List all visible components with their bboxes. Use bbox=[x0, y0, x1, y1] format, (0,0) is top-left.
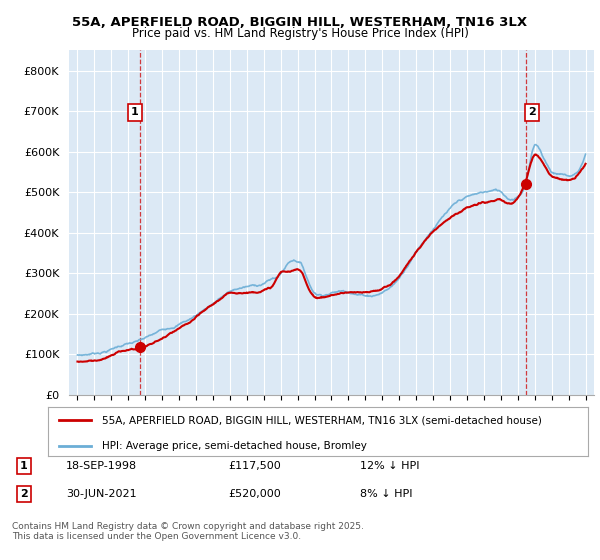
Text: HPI: Average price, semi-detached house, Bromley: HPI: Average price, semi-detached house,… bbox=[102, 441, 367, 451]
Text: 55A, APERFIELD ROAD, BIGGIN HILL, WESTERHAM, TN16 3LX: 55A, APERFIELD ROAD, BIGGIN HILL, WESTER… bbox=[73, 16, 527, 29]
Text: 18-SEP-1998: 18-SEP-1998 bbox=[66, 461, 137, 471]
Text: 2: 2 bbox=[529, 108, 536, 118]
Text: 1: 1 bbox=[131, 108, 139, 118]
Text: 8% ↓ HPI: 8% ↓ HPI bbox=[360, 489, 413, 499]
Text: Contains HM Land Registry data © Crown copyright and database right 2025.
This d: Contains HM Land Registry data © Crown c… bbox=[12, 522, 364, 542]
Text: 2: 2 bbox=[20, 489, 28, 499]
Text: 1: 1 bbox=[20, 461, 28, 471]
Text: 55A, APERFIELD ROAD, BIGGIN HILL, WESTERHAM, TN16 3LX (semi-detached house): 55A, APERFIELD ROAD, BIGGIN HILL, WESTER… bbox=[102, 416, 542, 426]
Text: 12% ↓ HPI: 12% ↓ HPI bbox=[360, 461, 419, 471]
Text: £117,500: £117,500 bbox=[228, 461, 281, 471]
Text: 30-JUN-2021: 30-JUN-2021 bbox=[66, 489, 137, 499]
Text: Price paid vs. HM Land Registry's House Price Index (HPI): Price paid vs. HM Land Registry's House … bbox=[131, 27, 469, 40]
Text: £520,000: £520,000 bbox=[228, 489, 281, 499]
